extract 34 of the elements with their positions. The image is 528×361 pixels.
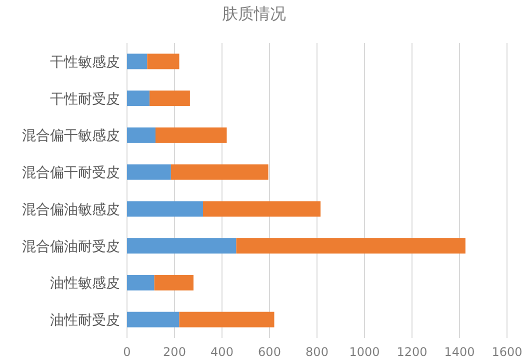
bar bbox=[179, 312, 274, 328]
bar bbox=[127, 312, 180, 328]
bar bbox=[150, 90, 190, 106]
x-tick-label: 1600 bbox=[492, 345, 522, 359]
x-tick-label: 1200 bbox=[396, 345, 428, 359]
y-tick-label: 干性耐受皮 bbox=[50, 91, 120, 108]
x-tick-label: 800 bbox=[306, 345, 328, 359]
y-tick-label: 混合偏油耐受皮 bbox=[22, 238, 120, 255]
bar bbox=[147, 54, 180, 70]
bar bbox=[203, 201, 321, 217]
bar bbox=[154, 274, 194, 290]
y-tick-label: 干性敏感皮 bbox=[50, 54, 120, 70]
bar bbox=[127, 54, 148, 70]
bar bbox=[127, 201, 203, 217]
x-tick-label: 1000 bbox=[349, 345, 380, 359]
x-tick-label: 0 bbox=[123, 345, 131, 359]
bar bbox=[127, 127, 156, 143]
y-tick-label: 油性耐受皮 bbox=[50, 312, 120, 329]
y-tick-label: 混合偏油敏感皮 bbox=[22, 202, 120, 218]
bar bbox=[127, 274, 154, 290]
x-tick-label: 200 bbox=[163, 345, 186, 359]
bar bbox=[127, 90, 150, 106]
x-tick-label: 1400 bbox=[444, 345, 475, 359]
bar bbox=[156, 127, 227, 143]
bar bbox=[170, 164, 268, 180]
bar bbox=[127, 238, 236, 254]
y-tick-label: 油性敏感皮 bbox=[50, 276, 120, 292]
bar bbox=[127, 164, 171, 180]
bar bbox=[236, 238, 466, 254]
x-tick-label: 400 bbox=[210, 345, 234, 359]
x-tick-label: 600 bbox=[258, 345, 281, 359]
y-tick-label: 混合偏干耐受皮 bbox=[22, 165, 120, 182]
title: 肤质情况 bbox=[222, 4, 286, 23]
y-tick-label: 混合偏干敏感皮 bbox=[22, 128, 120, 144]
